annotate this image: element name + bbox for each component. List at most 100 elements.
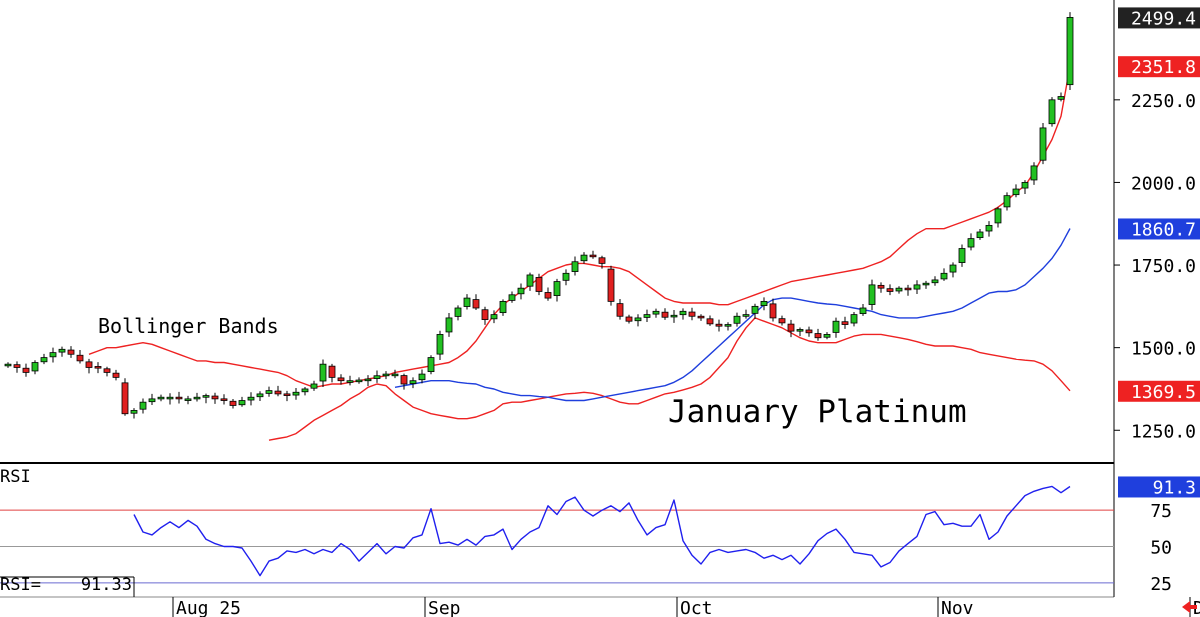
price-tick-label: 1500.0 bbox=[1131, 339, 1196, 360]
rsi-readout-label: RSI= bbox=[0, 575, 41, 595]
candle-body bbox=[778, 318, 786, 324]
candle-body bbox=[292, 391, 300, 396]
candle-body bbox=[841, 321, 849, 325]
candle-body bbox=[958, 248, 966, 263]
candle-body bbox=[751, 305, 759, 314]
candle-body bbox=[814, 333, 822, 339]
candle-body bbox=[931, 279, 939, 284]
candle-body bbox=[805, 329, 813, 334]
study-label: Bollinger Bands bbox=[98, 314, 279, 338]
candle-body bbox=[967, 238, 975, 248]
candle-body bbox=[571, 261, 579, 272]
candle-body bbox=[715, 323, 723, 327]
candle-body bbox=[499, 300, 507, 314]
candle-body bbox=[760, 300, 768, 307]
candle-body bbox=[31, 362, 39, 372]
rsi-readout-value: 91.33 bbox=[81, 575, 132, 595]
date-tick-label: Oct bbox=[680, 598, 713, 617]
candle-body bbox=[526, 274, 534, 287]
candle-body bbox=[409, 380, 417, 384]
rsi-line bbox=[133, 485, 1071, 577]
candle-body bbox=[940, 272, 948, 280]
candle-body bbox=[157, 396, 165, 400]
candle-body bbox=[634, 317, 642, 322]
lower-band-tag-box bbox=[1118, 380, 1200, 402]
bollinger-middle-band bbox=[394, 228, 1071, 402]
candle-body bbox=[535, 277, 543, 292]
candle-body bbox=[265, 390, 273, 394]
back-arrow-icon[interactable] bbox=[1182, 601, 1197, 613]
candle-body bbox=[436, 334, 444, 355]
candle-body bbox=[364, 378, 372, 382]
candle-body bbox=[328, 365, 336, 378]
lower-band-tag: 1369.5 bbox=[1131, 382, 1196, 403]
candle-body bbox=[1021, 182, 1029, 189]
candle-body bbox=[922, 282, 930, 286]
candle-body bbox=[445, 317, 453, 333]
candle-body bbox=[616, 303, 624, 317]
date-tick-label: Nov bbox=[941, 598, 974, 617]
candle-body bbox=[1057, 96, 1065, 100]
candle-body bbox=[742, 314, 750, 317]
candle-body bbox=[724, 324, 732, 327]
last-price-tag-box bbox=[1118, 7, 1200, 29]
price-tick-label: 1750.0 bbox=[1131, 256, 1196, 277]
date-tick-label: Aug 25 bbox=[176, 598, 241, 617]
candle-body bbox=[76, 354, 84, 362]
candle-body bbox=[202, 395, 210, 398]
candle-body bbox=[877, 284, 885, 289]
candle-body bbox=[850, 314, 858, 324]
candle-body bbox=[913, 284, 921, 290]
candle-body bbox=[553, 281, 561, 297]
candle-body bbox=[832, 320, 840, 333]
price-axis: 1250.0 1500.0 1750.0 2000.0 2250.0 bbox=[1114, 91, 1196, 442]
upper-band-tag: 2351.8 bbox=[1131, 57, 1196, 78]
candle-body bbox=[643, 314, 651, 318]
upper-band-tag-box bbox=[1118, 56, 1200, 78]
candle-body bbox=[337, 377, 345, 382]
candle-body bbox=[661, 311, 669, 318]
candle-body bbox=[247, 396, 255, 401]
candle-body bbox=[382, 373, 390, 377]
last-price-tag: 2499.4 bbox=[1131, 8, 1196, 29]
candle-body bbox=[949, 264, 957, 273]
price-tick-label: 2250.0 bbox=[1131, 91, 1196, 112]
candle-body bbox=[472, 299, 480, 309]
candle-body bbox=[58, 348, 66, 353]
candle-body bbox=[1039, 127, 1047, 161]
candle-body bbox=[1066, 17, 1074, 86]
candle-body bbox=[256, 393, 264, 398]
date-axis: Aug 25SepOctNovDec bbox=[172, 597, 1200, 617]
candle-body bbox=[4, 363, 12, 367]
candle-body bbox=[895, 287, 903, 292]
mid-band-tag: 1860.7 bbox=[1131, 219, 1196, 240]
candle-body bbox=[400, 375, 408, 385]
candle-body bbox=[67, 349, 75, 355]
candle-body bbox=[1003, 195, 1011, 208]
candle-body bbox=[319, 363, 327, 382]
candle-body bbox=[1012, 188, 1020, 196]
candle-body bbox=[589, 254, 597, 258]
mid-band-tag-box bbox=[1118, 218, 1200, 240]
candle-body bbox=[85, 361, 93, 368]
candle-body bbox=[508, 294, 516, 301]
candle-body bbox=[481, 309, 489, 320]
rsi-value-tag: 91.3 bbox=[1153, 477, 1196, 498]
candle-body bbox=[454, 307, 462, 317]
candle-body bbox=[652, 310, 660, 315]
candle-body bbox=[274, 390, 282, 395]
candle-body bbox=[607, 268, 615, 302]
rsi-tick-label: 50 bbox=[1150, 538, 1172, 559]
candle-body bbox=[904, 287, 912, 291]
candle-body bbox=[112, 372, 120, 378]
candle-body bbox=[886, 288, 894, 292]
candle-body bbox=[121, 382, 129, 415]
candle-body bbox=[796, 329, 804, 332]
candle-body bbox=[184, 398, 192, 401]
bollinger-bands bbox=[88, 66, 1071, 441]
candle-body bbox=[1030, 165, 1038, 181]
candle-body bbox=[868, 284, 876, 305]
rsi-title: RSI bbox=[0, 467, 31, 487]
candle-body bbox=[733, 315, 741, 324]
